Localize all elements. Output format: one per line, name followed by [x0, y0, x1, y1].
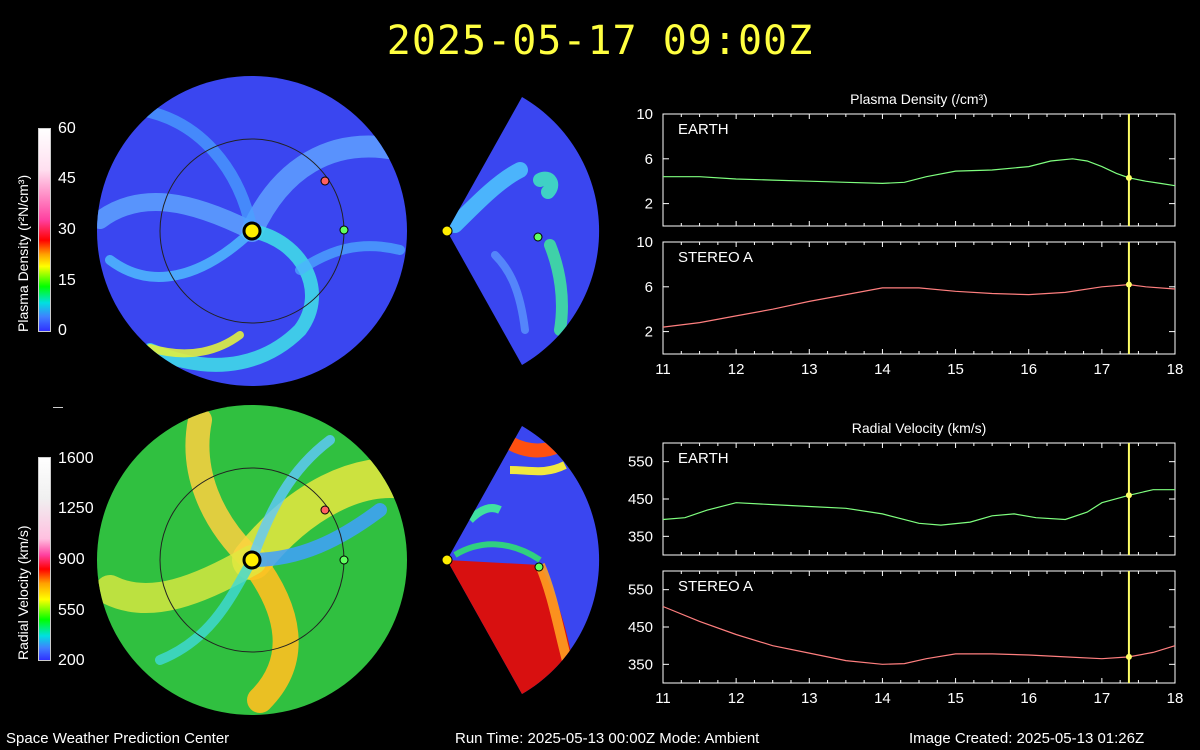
earth-marker-bottom [339, 555, 349, 565]
y-tick-label: 350 [628, 656, 653, 673]
density-colorbar-gradient [38, 128, 51, 332]
sun-top [242, 221, 262, 241]
velocity-tick-4: 200 [58, 652, 85, 669]
x-tick-label: 12 [728, 361, 745, 378]
x-tick-label: 15 [947, 690, 964, 707]
current-time-marker [1125, 492, 1132, 499]
velocity-tick-3: 550 [58, 602, 85, 619]
subplot-label-1-0: EARTH [678, 450, 729, 467]
velocity-tick-0: 1600 [58, 450, 94, 467]
stereo-a-marker-top [320, 176, 330, 186]
density-tick-0: 60 [58, 120, 76, 137]
sun-bottom [242, 550, 262, 570]
chart-title-0: Plasma Density (/cm³) [850, 91, 988, 107]
series-line-earth [663, 158, 1176, 187]
velocity-tick-2: 900 [58, 551, 85, 568]
x-tick-label: 17 [1094, 690, 1111, 707]
x-tick-label: 15 [947, 361, 964, 378]
subplot-label-1-1: STEREO A [678, 578, 753, 595]
y-tick-label: 2 [645, 196, 653, 213]
y-tick-label: 10 [636, 106, 653, 123]
x-tick-label: 18 [1167, 690, 1184, 707]
footer-created: Image Created: 2025-05-13 01:26Z [909, 730, 1145, 747]
footer-org: Space Weather Prediction Center [6, 730, 230, 747]
y-tick-label: 550 [628, 582, 653, 599]
x-tick-label: 13 [801, 690, 818, 707]
x-tick-label: 14 [874, 690, 891, 707]
footer-run-info: Run Time: 2025-05-13 00:00Z Mode: Ambien… [455, 730, 760, 747]
x-tick-label: 17 [1094, 361, 1111, 378]
subplot-label-0-1: STEREO A [678, 249, 753, 266]
x-tick-label: 18 [1167, 361, 1184, 378]
current-time-marker [1125, 174, 1132, 181]
earth-marker-wedge-bottom [534, 562, 544, 572]
y-tick-label: 350 [628, 528, 653, 545]
page-title: 2025-05-17 09:00Z [386, 18, 814, 64]
series-line-stereo-a [662, 283, 1176, 328]
density-tick-3: 15 [58, 272, 76, 289]
y-tick-label: 550 [628, 454, 653, 471]
stereo-a-marker-bottom [320, 505, 330, 515]
x-tick-label: 12 [728, 690, 745, 707]
plot-frame-0-0 [662, 113, 1176, 227]
velocity-colorbar-gradient [38, 457, 51, 661]
series-line-earth [662, 489, 1175, 526]
velocity-tick-1: 1250 [58, 500, 94, 517]
earth-marker-wedge-top [533, 232, 543, 242]
y-tick-label: 2 [645, 324, 653, 341]
x-tick-label: 13 [801, 361, 818, 378]
divider-mark [53, 407, 63, 408]
sun-wedge-top [441, 225, 453, 237]
density-tick-4: 0 [58, 322, 67, 339]
earth-marker-top [339, 225, 349, 235]
plot-frame-1-0 [662, 442, 1176, 556]
sun-wedge-bottom [441, 554, 453, 566]
x-tick-label: 14 [874, 361, 891, 378]
x-tick-label: 11 [655, 690, 671, 707]
y-tick-label: 6 [645, 151, 653, 168]
x-tick-label: 11 [655, 361, 671, 378]
density-tick-1: 45 [58, 170, 76, 187]
y-tick-label: 6 [645, 279, 653, 296]
y-tick-label: 10 [636, 234, 653, 251]
series-line-stereo-a [662, 605, 1176, 665]
y-tick-label: 450 [628, 619, 653, 636]
x-tick-label: 16 [1020, 690, 1037, 707]
y-tick-label: 450 [628, 491, 653, 508]
subplot-label-0-0: EARTH [678, 121, 729, 138]
current-time-marker [1125, 281, 1132, 288]
current-time-marker [1125, 653, 1132, 660]
x-tick-label: 16 [1020, 361, 1037, 378]
chart-title-1: Radial Velocity (km/s) [852, 420, 987, 436]
density-tick-2: 30 [58, 221, 76, 238]
